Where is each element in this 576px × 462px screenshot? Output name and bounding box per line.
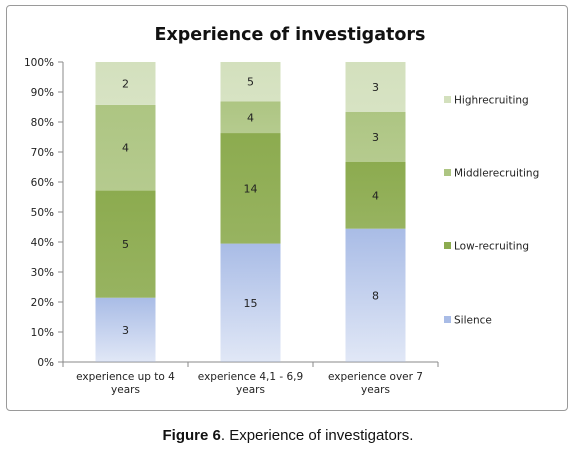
x-tick-label: experience over 7 [328,371,423,383]
data-label: 3 [372,131,379,144]
bar-segment [95,190,156,298]
data-label: 3 [122,324,129,337]
legend-label: Middlerecruiting [454,168,539,180]
data-label: 8 [372,289,379,302]
legend-label: Silence [454,315,492,327]
bar-segment [220,101,281,134]
bar-segment [220,133,281,244]
data-label: 14 [244,182,258,195]
y-tick-label: 90% [31,87,54,99]
y-tick-label: 10% [31,327,54,339]
bar-segment [345,62,406,112]
data-label: 5 [247,76,254,89]
x-tick-label: experience up to 4 [76,371,175,383]
bar-segment [345,228,406,362]
data-label: 4 [122,142,129,155]
legend-swatch [444,242,451,249]
x-tick-label: years [111,384,140,396]
x-tick-label: years [361,384,390,396]
x-tick-label: experience 4,1 - 6,9 [198,371,303,383]
data-label: 15 [244,297,258,310]
y-tick-label: 50% [31,207,54,219]
bar-segment [220,243,281,362]
y-tick-label: 80% [31,117,54,129]
data-label: 4 [247,111,254,124]
y-tick-label: 40% [31,237,54,249]
legend-swatch [444,316,451,323]
y-tick-label: 20% [31,297,54,309]
y-tick-label: 70% [31,147,54,159]
bar-segment [95,62,156,105]
bar-segment [220,62,281,102]
legend-swatch [444,96,451,103]
bar-segment [95,104,156,191]
bar-segment [345,162,406,229]
y-tick-label: 0% [37,357,54,369]
x-tick-label: years [236,384,265,396]
figure-caption-text: . Experience of investigators. [220,427,414,444]
data-label: 3 [372,81,379,94]
chart: Experience of investigators 0% 10% 20% 30% 4… [24,25,539,396]
legend-swatch [444,169,451,176]
y-tick-label: 60% [31,177,54,189]
legend-label: Low-recruiting [454,241,529,253]
y-tick-label: 100% [24,57,54,69]
legend-label: Highrecruiting [454,95,529,107]
bar-segment [95,297,156,362]
bar-segment [345,112,406,162]
data-label: 5 [122,238,129,251]
figure-caption-label: Figure 6 [162,427,221,444]
data-label: 2 [122,77,129,90]
chart-title: Experience of investigators [155,25,426,45]
data-label: 4 [372,189,379,202]
y-tick-label: 30% [31,267,54,279]
figure-caption: Figure 6. Experience of investigators. [0,427,576,444]
